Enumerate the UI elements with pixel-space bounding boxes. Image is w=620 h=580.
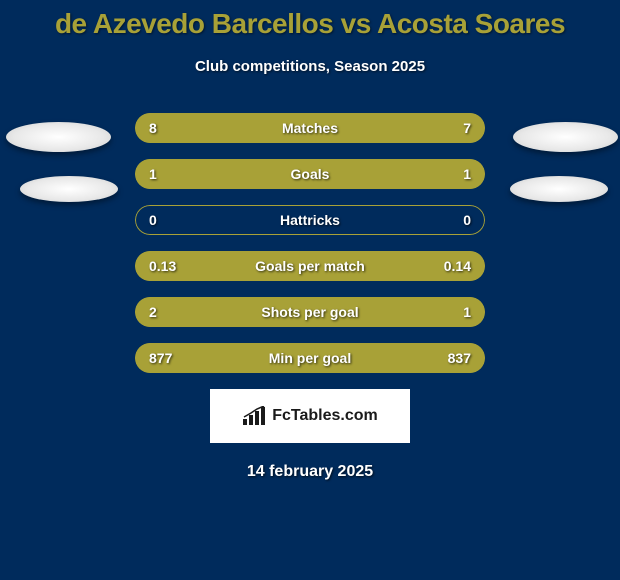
stat-value-right: 1 <box>463 304 471 320</box>
stat-value-left: 8 <box>149 120 157 136</box>
page-title: de Azevedo Barcellos vs Acosta Soares <box>0 0 620 40</box>
stat-value-right: 7 <box>463 120 471 136</box>
decoration-ellipse-bottom-left <box>20 176 118 202</box>
stat-value-right: 837 <box>448 350 471 366</box>
stat-row: 1 Goals 1 <box>135 159 485 189</box>
logo-text: FcTables.com <box>272 407 378 425</box>
stat-value-right: 1 <box>463 166 471 182</box>
stat-label: Shots per goal <box>261 304 358 320</box>
decoration-ellipse-top-left <box>6 122 111 152</box>
stat-label: Goals per match <box>255 258 365 274</box>
stat-value-right: 0 <box>463 212 471 228</box>
stat-label: Goals <box>291 166 330 182</box>
chart-icon <box>242 406 266 426</box>
stat-row: 877 Min per goal 837 <box>135 343 485 373</box>
decoration-ellipse-bottom-right <box>510 176 608 202</box>
stat-value-left: 1 <box>149 166 157 182</box>
stat-row: 2 Shots per goal 1 <box>135 297 485 327</box>
stat-label: Hattricks <box>280 212 340 228</box>
stat-label: Min per goal <box>269 350 351 366</box>
stat-value-right: 0.14 <box>444 258 471 274</box>
decoration-ellipse-top-right <box>513 122 618 152</box>
stat-row: 0.13 Goals per match 0.14 <box>135 251 485 281</box>
logo-box: FcTables.com <box>210 389 410 443</box>
stat-row: 0 Hattricks 0 <box>135 205 485 235</box>
stat-value-left: 2 <box>149 304 157 320</box>
stat-row: 8 Matches 7 <box>135 113 485 143</box>
date-text: 14 february 2025 <box>0 463 620 481</box>
stat-value-left: 0.13 <box>149 258 176 274</box>
stat-value-left: 877 <box>149 350 172 366</box>
stat-label: Matches <box>282 120 338 136</box>
stats-container: 8 Matches 7 1 Goals 1 0 Hattricks 0 0.13 Goals per… <box>135 113 485 373</box>
stat-value-left: 0 <box>149 212 157 228</box>
subtitle: Club competitions, Season 2025 <box>0 58 620 75</box>
